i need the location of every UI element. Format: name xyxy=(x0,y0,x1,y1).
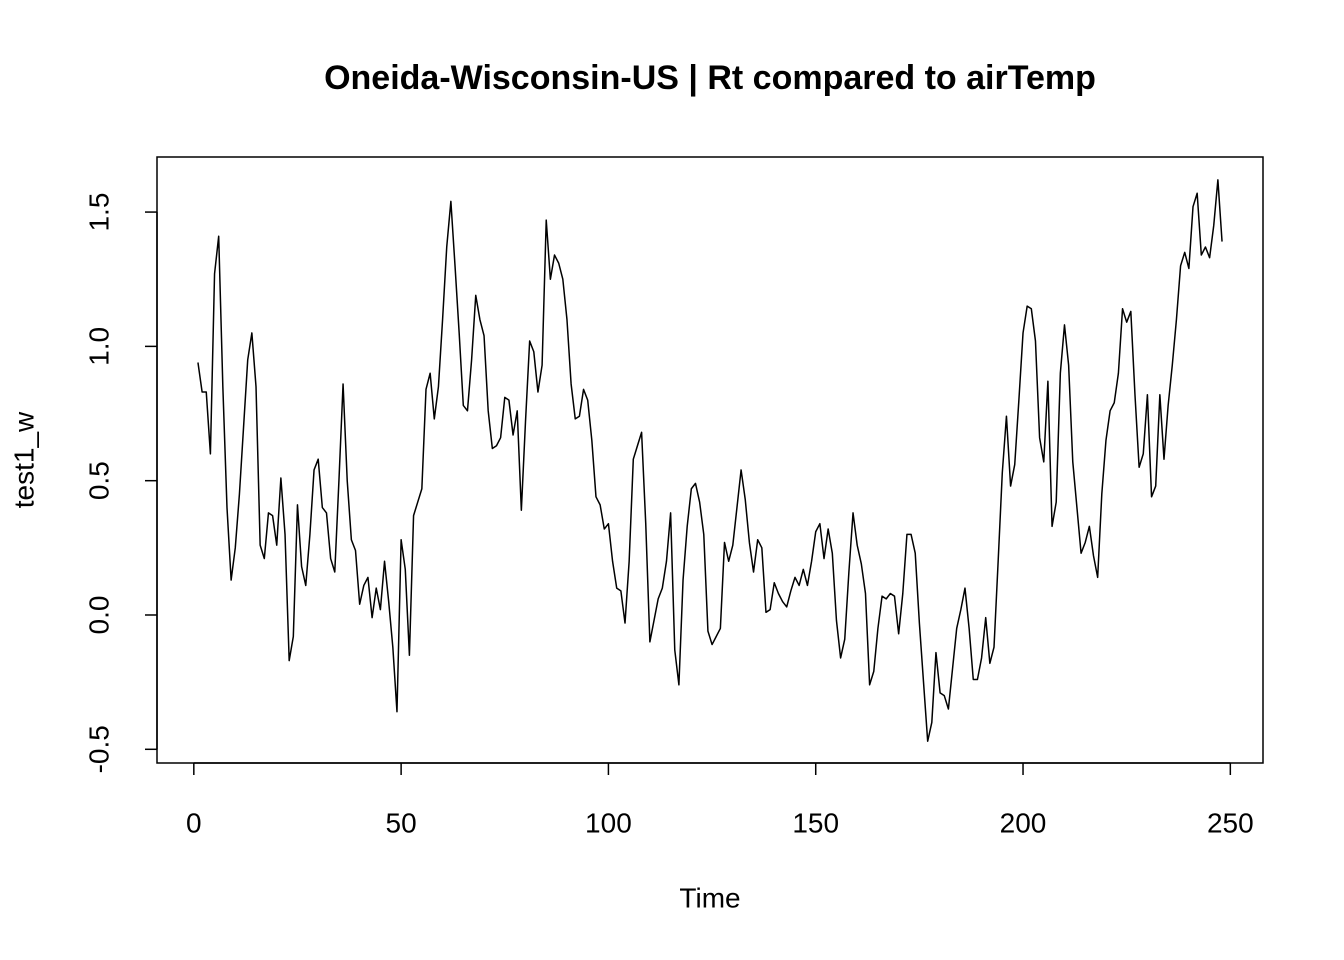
x-tick-label: 250 xyxy=(1207,807,1254,838)
x-tick-label: 150 xyxy=(792,807,839,838)
y-tick-label: 1.5 xyxy=(83,193,114,232)
y-tick-label: 1.0 xyxy=(83,327,114,366)
plot-frame xyxy=(156,156,1264,764)
data-line xyxy=(197,179,1223,742)
y-tick-label: -0.5 xyxy=(83,725,114,773)
x-tick-label: 200 xyxy=(1000,807,1047,838)
x-tick-label: 50 xyxy=(386,807,417,838)
y-axis-label: test1_w xyxy=(8,411,39,508)
x-tick-label: 100 xyxy=(585,807,632,838)
x-axis-label: Time xyxy=(679,882,740,913)
y-tick-label: 0.0 xyxy=(83,596,114,635)
y-tick-label: 0.5 xyxy=(83,461,114,500)
x-tick-label: 0 xyxy=(186,807,202,838)
chart-title: Oneida-Wisconsin-US | Rt compared to air… xyxy=(324,59,1096,97)
